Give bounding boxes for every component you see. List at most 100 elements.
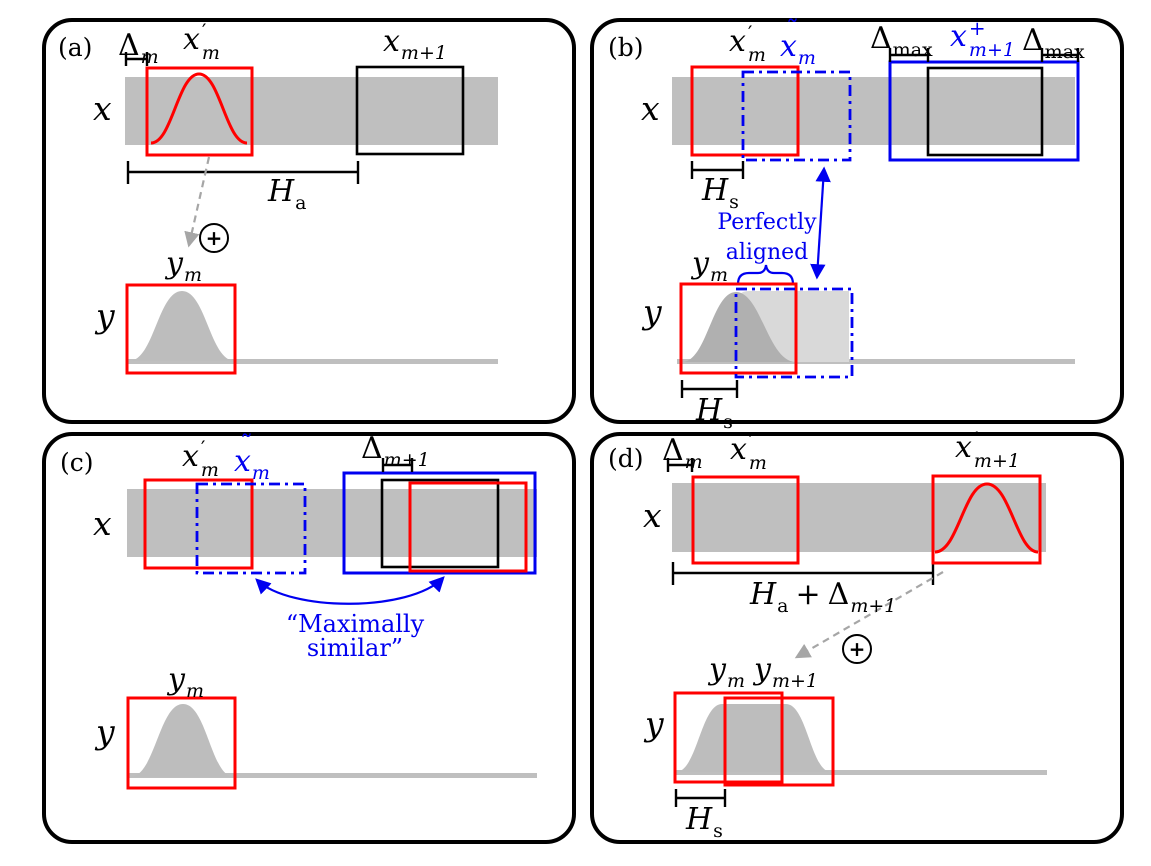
output-wave-y-m bbox=[130, 704, 234, 777]
axis-y-label: y bbox=[645, 704, 664, 743]
panel-a-border bbox=[42, 18, 576, 424]
signal-x-band bbox=[672, 483, 1046, 552]
circled-plus-icon: + bbox=[842, 634, 872, 664]
label-y-m: ym bbox=[709, 652, 745, 692]
h-s-bottom-bracket bbox=[680, 380, 739, 398]
box-x-m-plus-1 bbox=[380, 478, 500, 569]
box-x-plus-m-plus-1 bbox=[888, 60, 1080, 162]
panel-a: (a) Δm x ′ m xm+1 x Ha + ym y bbox=[42, 18, 576, 424]
box-y-m bbox=[125, 283, 237, 375]
axis-y-label: y bbox=[96, 296, 115, 335]
label-delta-max-left: Δmax bbox=[870, 21, 933, 61]
axis-y-label: y bbox=[96, 712, 115, 751]
box-x-prime-m-plus-1 bbox=[408, 481, 528, 573]
box-x-prime-m bbox=[143, 478, 254, 570]
panel-d: (d) Δm x ′ m x ′ m+1 x Ha + Δm+1 + ym ym+1 y H… bbox=[590, 427, 1124, 844]
label-h-a: Ha bbox=[268, 174, 307, 214]
note-maximally-similar: “Maximally similar” bbox=[285, 610, 425, 662]
panel-c-border bbox=[42, 432, 576, 844]
label-h-s: Hs bbox=[686, 802, 723, 842]
label-y-m-plus-1: ym+1 bbox=[754, 652, 818, 692]
panel-d-border bbox=[590, 432, 1124, 844]
panel-c-tag: (c) bbox=[60, 448, 94, 477]
label-x-m-plus-1: xm+1 bbox=[383, 24, 447, 64]
overlap-add-arrow bbox=[184, 156, 211, 248]
box-y-m bbox=[673, 691, 784, 784]
label-x-prime-m: x ′ m bbox=[730, 429, 767, 474]
output-wave-y-m bbox=[129, 291, 235, 361]
box-x-prime-m bbox=[145, 66, 254, 157]
label-x-tilde-m: ˜ xm bbox=[780, 16, 816, 69]
alignment-double-arrow bbox=[810, 166, 831, 280]
axis-x-label: x bbox=[643, 496, 662, 535]
box-x-m-plus-1 bbox=[355, 65, 465, 156]
box-y-aligned-region bbox=[734, 287, 854, 379]
label-x-prime-m: x ′ m bbox=[183, 19, 220, 64]
signal-x-band bbox=[127, 489, 537, 557]
h-s-top-bracket bbox=[690, 161, 745, 179]
delta-max-right-bracket bbox=[1040, 48, 1080, 62]
box-x-prime-m bbox=[691, 475, 800, 565]
signal-x-band bbox=[125, 77, 498, 145]
box-y-m bbox=[126, 696, 237, 790]
h-a-bracket bbox=[126, 161, 360, 184]
overlap-brace bbox=[736, 264, 795, 285]
circled-plus-icon: + bbox=[199, 223, 229, 253]
h-s-bracket bbox=[674, 789, 727, 807]
panel-a-tag: (a) bbox=[58, 33, 93, 62]
panel-b: (b) x ′ m ˜ xm Δmax x + m+1 Δmax x Hs Perfect… bbox=[590, 16, 1124, 432]
signal-y-baseline bbox=[128, 773, 537, 778]
signal-y-baseline bbox=[675, 770, 1047, 775]
axis-x-label: x bbox=[93, 504, 112, 543]
label-h-s-bottom: Hs bbox=[696, 393, 733, 433]
similarity-arrow bbox=[255, 576, 445, 605]
note-perfectly-aligned: Perfectly aligned bbox=[717, 210, 817, 265]
label-h-s-top: Hs bbox=[702, 173, 739, 213]
h-a-plus-delta-bracket bbox=[671, 562, 935, 585]
axis-y-label: y bbox=[643, 292, 662, 331]
label-y-m: ym bbox=[166, 246, 202, 286]
label-y-m: ym bbox=[168, 662, 204, 702]
box-y-m-plus-1 bbox=[723, 696, 835, 787]
box-x-prime-m-plus-1 bbox=[931, 474, 1042, 565]
label-delta-max-right: Δmax bbox=[1022, 23, 1085, 63]
signal-y-baseline bbox=[127, 359, 498, 364]
input-wave-x-prime-m bbox=[150, 72, 248, 145]
label-x-tilde-m: ˜ xm bbox=[234, 431, 270, 484]
panel-d-drawing bbox=[666, 458, 1047, 807]
label-x-prime-m: x ′ m bbox=[729, 21, 766, 66]
label-x-plus-m-plus-1: x + m+1 bbox=[950, 16, 1015, 61]
label-delta-m: Δm bbox=[662, 433, 703, 473]
panel-b-drawing bbox=[672, 48, 1080, 398]
panel-b-tag: (b) bbox=[608, 33, 644, 62]
signal-x-band bbox=[672, 77, 1075, 145]
label-x-prime-m: x ′ m bbox=[182, 436, 219, 481]
panel-c-drawing bbox=[126, 458, 537, 790]
panel-a-drawing bbox=[124, 52, 498, 375]
output-wave-y-sum bbox=[676, 704, 831, 772]
label-x-prime-m-plus-1: x ′ m+1 bbox=[955, 427, 1020, 472]
label-delta-m-plus-1: Δm+1 bbox=[361, 431, 430, 471]
input-wave-x-prime-m-plus-1 bbox=[934, 482, 1039, 554]
box-x-tilde-m bbox=[741, 70, 852, 162]
delta-m-bracket bbox=[666, 458, 694, 472]
overlap-add-arrow bbox=[794, 571, 944, 659]
output-wave-y-m bbox=[682, 292, 796, 362]
label-delta-m: Δm bbox=[118, 28, 159, 68]
box-x-prime-m bbox=[690, 65, 800, 157]
axis-x-label: x bbox=[641, 89, 660, 128]
axis-x-label: x bbox=[93, 89, 112, 128]
delta-m-bracket bbox=[124, 52, 149, 66]
panel-b-border bbox=[590, 18, 1124, 424]
signal-y-baseline bbox=[677, 359, 1075, 364]
label-h-a-plus-delta: Ha + Δm+1 bbox=[750, 577, 897, 617]
box-x-tilde-m bbox=[195, 482, 307, 575]
delta-m-plus-1-bracket bbox=[381, 458, 414, 472]
box-x-m-plus-1 bbox=[926, 66, 1044, 157]
panel-d-tag: (d) bbox=[608, 444, 644, 473]
panel-c: (c) x ′ m ˜ xm Δm+1 x “Maximally similar” y… bbox=[42, 432, 576, 844]
delta-max-left-bracket bbox=[888, 48, 930, 62]
box-search-region bbox=[342, 471, 537, 575]
box-y-m bbox=[679, 282, 798, 375]
